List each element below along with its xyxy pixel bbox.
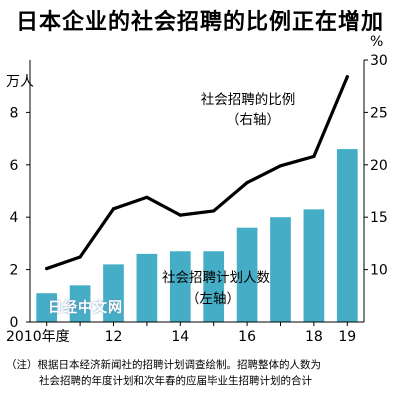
bar (303, 209, 325, 322)
ratio-point (245, 181, 249, 185)
left-axis-unit: 万人 (6, 74, 34, 90)
left-axis-tick-label: 0 (10, 315, 19, 331)
ratio-point (145, 195, 149, 199)
ratio-point (312, 154, 316, 159)
right-axis-tick-label: 25 (370, 105, 388, 121)
watermark-logo: 日经中文网 (48, 300, 123, 316)
bar-series-label: 社会招聘计划人数 (162, 270, 270, 286)
right-axis-tick-label: 30 (370, 53, 388, 69)
x-axis-tick-label: 16 (238, 329, 256, 345)
left-axis-tick-label: 8 (10, 105, 19, 121)
x-axis-tick-label: 12 (105, 329, 123, 345)
bar (103, 264, 124, 322)
chart-title: 日本企业的社会招聘的比例正在增加 (15, 10, 384, 35)
bars-layer (36, 149, 358, 322)
ticks-layer: 0 2 4 6 8 10 15 20 25 30 2010年度 12 14 16 18 19 (6, 53, 388, 345)
x-axis-tick-label: 2010年度 (6, 329, 70, 345)
left-axis-tick-label: 6 (10, 158, 19, 174)
left-axis-tick-label: 4 (10, 210, 19, 226)
right-axis-unit: % (370, 34, 383, 50)
line-layer (45, 75, 349, 271)
bar (203, 251, 225, 322)
ratio-line (45, 75, 349, 271)
footnote-line-1: （注）根据日本经济新闻社的招聘计划调查绘制。招聘整体的人数为 (6, 359, 321, 371)
bar-series-axis-label: （左轴） (186, 291, 240, 307)
left-axis-tick-label: 2 (10, 263, 19, 279)
ratio-point (212, 209, 216, 213)
bar (69, 285, 91, 322)
line-series-label: 社会招聘的比例 (201, 92, 296, 108)
ratio-point (111, 207, 116, 211)
bar (169, 251, 191, 322)
bar (236, 227, 258, 322)
ratio-point (78, 255, 82, 259)
right-axis-tick-label: 15 (370, 210, 388, 226)
bar (136, 253, 158, 322)
bar (36, 293, 58, 322)
footnote: （注）根据日本经济新闻社的招聘计划调查绘制。招聘整体的人数为 社会招聘的年度计划… (6, 357, 396, 389)
x-axis-tick-label: 18 (305, 329, 323, 345)
footnote-line-2: 社会招聘的年度计划和次年春的应届毕业生招聘计划的合计 (39, 375, 312, 387)
x-axis-tick-label: 19 (338, 329, 356, 345)
ratio-point (278, 164, 283, 168)
right-axis-tick-label: 10 (370, 263, 388, 279)
ratio-point (178, 213, 182, 217)
line-series-axis-label: （右轴） (226, 112, 280, 128)
bar (336, 149, 358, 322)
x-axis-tick-label: 14 (171, 329, 189, 345)
right-axis-tick-label: 20 (370, 158, 388, 174)
bar (270, 217, 291, 322)
ratio-point (345, 75, 349, 79)
ratio-point (45, 266, 49, 271)
